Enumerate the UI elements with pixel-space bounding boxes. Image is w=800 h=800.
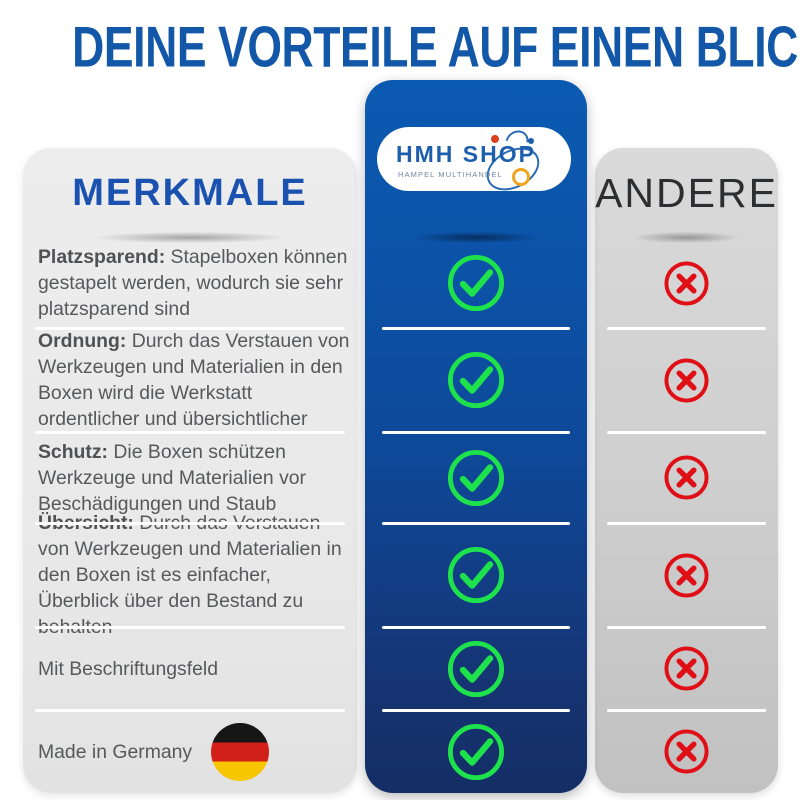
feature-text: Mit Beschriftungsfeld bbox=[38, 656, 218, 682]
feature-lead: Ordnung: bbox=[38, 330, 127, 352]
cross-icon bbox=[664, 552, 709, 598]
others-mark-row bbox=[595, 327, 778, 432]
check-icon bbox=[447, 254, 505, 312]
logo-red-dot-icon bbox=[491, 135, 499, 143]
others-mark-row bbox=[595, 709, 778, 793]
feature-lead: Übersicht: bbox=[38, 512, 134, 534]
feature-text: Übersicht: Durch das Verstauen von Werkz… bbox=[38, 510, 354, 640]
others-mark-row bbox=[595, 522, 778, 627]
brand-mark-row bbox=[365, 327, 587, 432]
check-icon bbox=[447, 546, 505, 604]
logo-subtitle: HAMPEL MULTIHANDEL bbox=[398, 170, 503, 179]
feature-text: Made in Germany bbox=[38, 739, 192, 765]
cross-icon bbox=[664, 729, 709, 774]
others-mark-row bbox=[595, 238, 778, 328]
check-icon bbox=[447, 723, 505, 780]
page-title-text: DEINE VORTEILE AUF EINEN BLICK bbox=[72, 15, 800, 80]
page-title: DEINE VORTEILE AUF EINEN BLICK bbox=[0, 17, 800, 77]
feature-lead: Schutz: bbox=[38, 440, 109, 463]
feature-body: Die Boxen schützen Werkzeuge und Materia… bbox=[38, 440, 307, 515]
feature-body: Durch das Verstauen von Werkzeugen und M… bbox=[38, 330, 350, 430]
brand-mark-row bbox=[365, 626, 587, 710]
feature-text: Schutz: Die Boxen schützen Werkzeuge und… bbox=[38, 439, 354, 517]
brand-mark-row bbox=[365, 431, 587, 523]
others-header: ANDERE bbox=[595, 148, 778, 246]
feature-row-schutz: Schutz: Die Boxen schützen Werkzeuge und… bbox=[23, 431, 357, 523]
feature-text: Platzsparend: Stapelboxen können gestape… bbox=[38, 244, 354, 322]
logo-orange-ring-icon bbox=[512, 168, 530, 186]
check-icon bbox=[447, 351, 505, 409]
feature-row-platzsparend: Platzsparend: Stapelboxen können gestape… bbox=[23, 238, 357, 328]
cross-icon bbox=[664, 357, 709, 403]
feature-row-ordnung: Ordnung: Durch das Verstauen von Werkzeu… bbox=[23, 327, 357, 432]
brand-logo: HMH SHOP HAMPEL MULTIHANDEL bbox=[377, 126, 571, 199]
feature-text: Ordnung: Durch das Verstauen von Werkzeu… bbox=[38, 328, 354, 432]
features-header: MERKMALE bbox=[23, 148, 357, 246]
others-mark-row bbox=[595, 431, 778, 523]
features-column: MERKMALE Platzsparend: Stapelboxen könne… bbox=[23, 148, 357, 793]
feature-lead: Platzsparend: bbox=[38, 246, 166, 268]
feature-row-beschriftungsfeld: Mit Beschriftungsfeld bbox=[23, 626, 357, 710]
logo-blue-dot-icon bbox=[528, 138, 534, 144]
feature-body: Stapelboxen können gestapelt werden, wod… bbox=[38, 246, 348, 320]
brand-mark-row bbox=[365, 238, 587, 328]
others-header-label: ANDERE bbox=[595, 169, 778, 216]
check-icon bbox=[447, 640, 505, 697]
others-column: ANDERE bbox=[595, 148, 778, 793]
features-header-label: MERKMALE bbox=[72, 171, 308, 214]
brand-column: HMH SHOP HAMPEL MULTIHANDEL bbox=[365, 80, 587, 793]
germany-flag-icon bbox=[211, 722, 270, 781]
cross-icon bbox=[664, 260, 709, 306]
cross-icon bbox=[664, 646, 709, 691]
others-mark-row bbox=[595, 626, 778, 710]
feature-body: Made in Germany bbox=[38, 740, 193, 763]
feature-row-made-in-germany: Made in Germany bbox=[23, 709, 357, 793]
check-icon bbox=[447, 449, 505, 506]
logo-title: HMH SHOP bbox=[396, 141, 536, 167]
cross-icon bbox=[664, 455, 709, 500]
feature-body: Durch das Verstauen von Werkzeugen und M… bbox=[38, 512, 342, 638]
brand-mark-row bbox=[365, 709, 587, 793]
brand-mark-row bbox=[365, 522, 587, 627]
feature-body: Mit Beschriftungsfeld bbox=[38, 657, 218, 680]
brand-header: HMH SHOP HAMPEL MULTIHANDEL bbox=[365, 80, 587, 246]
feature-row-uebersicht: Übersicht: Durch das Verstauen von Werkz… bbox=[23, 512, 357, 638]
